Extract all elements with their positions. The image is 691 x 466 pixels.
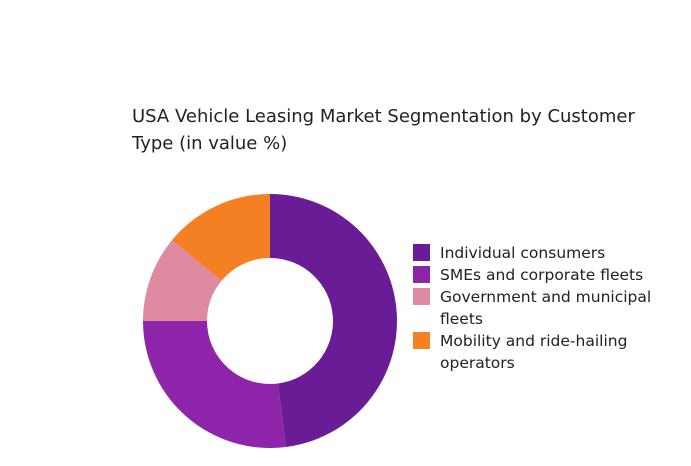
legend-swatch: [413, 266, 430, 283]
legend-item: Government and municipal fleets: [413, 286, 660, 330]
donut-slice-government-and-municipal-fleets: [143, 240, 222, 321]
chart-title: USA Vehicle Leasing Market Segmentation …: [132, 106, 635, 154]
legend-label: Mobility and ride-hailing operators: [440, 332, 628, 372]
donut-slice-smes-and-corporate-fleets: [143, 321, 286, 448]
legend: Individual consumers SMEs and corporate …: [413, 242, 660, 374]
donut-slice-mobility-and-ride-hailing-operators: [172, 194, 270, 281]
legend-label: Government and municipal fleets: [440, 288, 652, 328]
donut-slice-individual-consumers: [270, 194, 398, 447]
legend-swatch: [413, 244, 430, 261]
legend-swatch: [413, 332, 430, 349]
legend-item: Individual consumers: [413, 242, 660, 264]
legend-item: Mobility and ride-hailing operators: [413, 330, 660, 374]
legend-label: SMEs and corporate fleets: [440, 266, 644, 284]
legend-item: SMEs and corporate fleets: [413, 264, 660, 286]
legend-label: Individual consumers: [440, 244, 606, 262]
legend-swatch: [413, 288, 430, 305]
